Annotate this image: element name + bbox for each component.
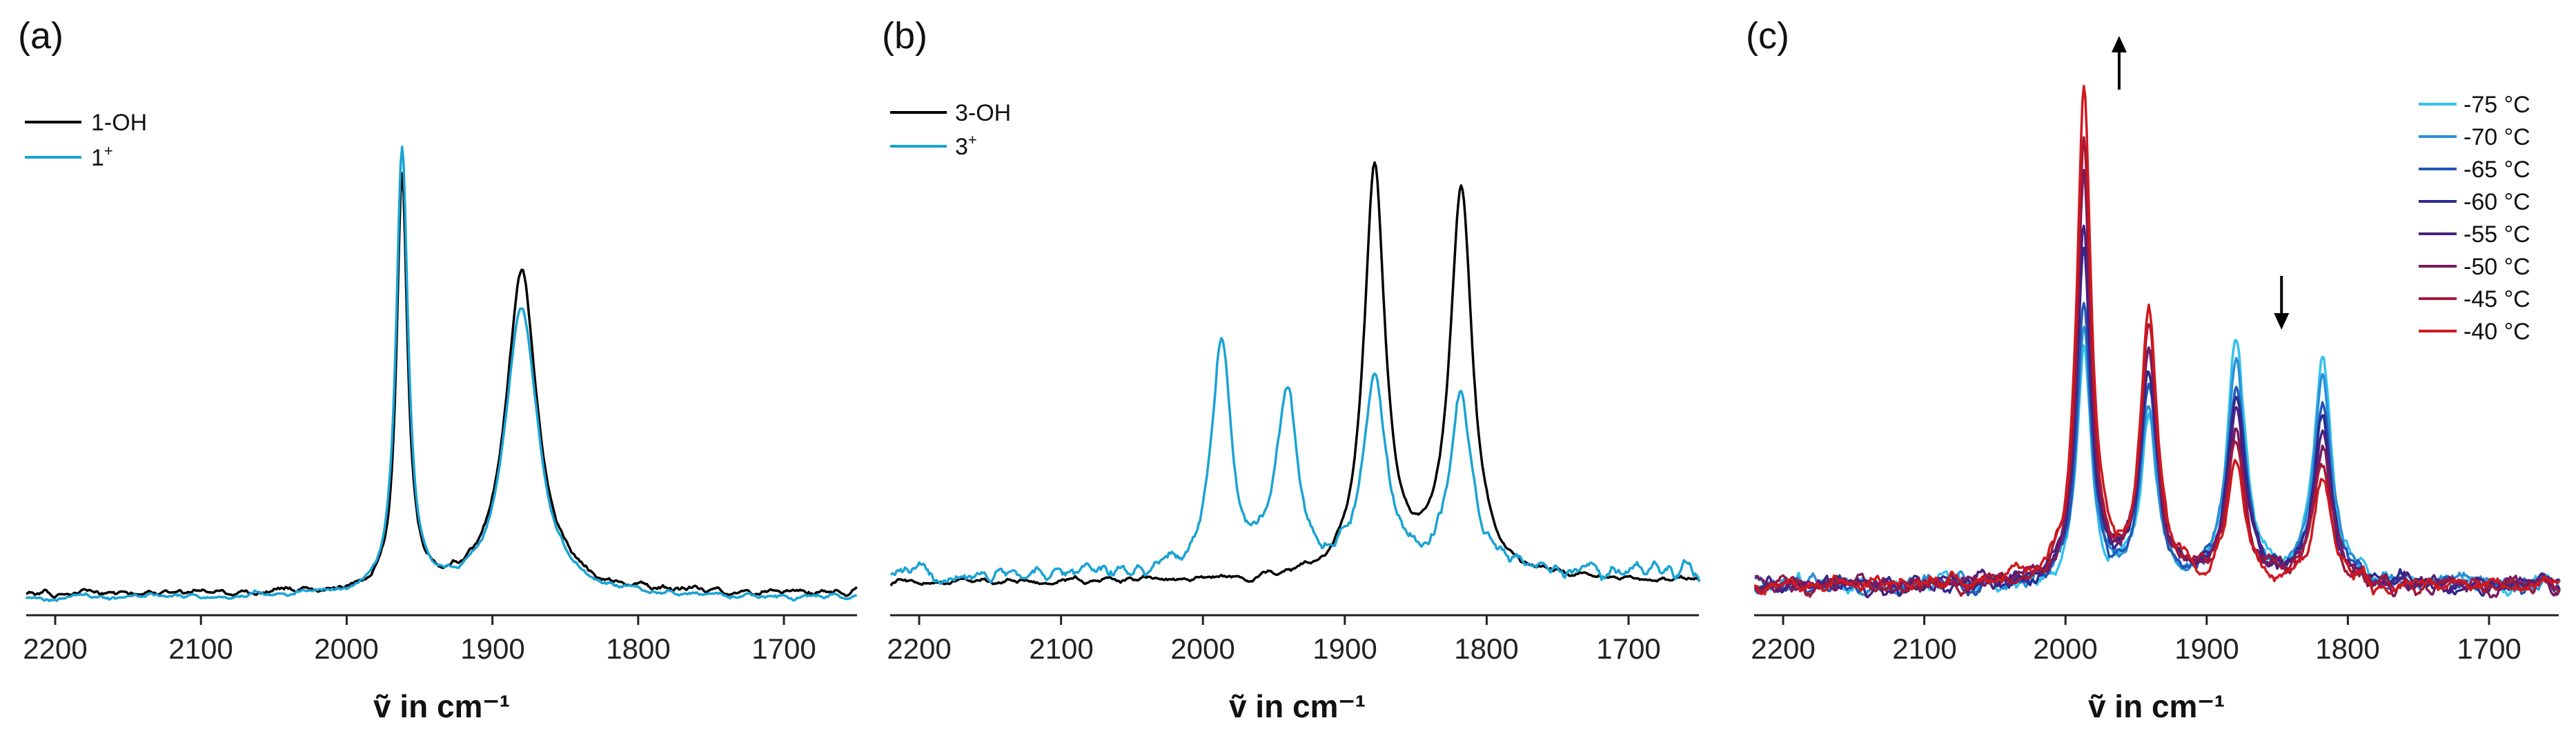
panel-b-ticks [918,615,1630,625]
panel-a: (a) 2200 2100 2000 1900 1800 1700 ṽ in c… [18,15,858,724]
panel-c-x-axis: 2200 2100 2000 1900 1800 1700 ṽ in cm⁻¹ [1751,614,2559,724]
panel-c-tick-label-2100: 2100 [1892,632,1956,665]
panel-a-legend-label-1: 1-OH [91,110,147,136]
series-line-1+ [25,146,857,603]
panel-c-legend-label-8: -40 °C [2464,319,2530,345]
panel-c-tick-label-1700: 1700 [2457,632,2521,665]
series-line-1-oh [26,172,858,599]
panel-b-tick-label-1800: 1800 [1454,632,1518,665]
panel-a-tick-label-1900: 1900 [460,632,524,665]
series-line-3+ [889,337,1701,586]
arrow-up-icon [2111,36,2127,52]
panel-c-label: (c) [1746,15,1789,57]
panel-a-legend: 1-OH 1+ [25,110,147,171]
panel-a-ticks [54,615,785,625]
panel-c-tick-label-2200: 2200 [1751,632,1815,665]
panel-a-x-axis: 2200 2100 2000 1900 1800 1700 ṽ in cm⁻¹ [23,614,857,724]
panel-c-arrows [2111,36,2290,330]
panel-a-legend-label-2-sup: + [104,142,113,159]
panel-c-series-layer [1753,84,2561,599]
panel-c-tick-label-1900: 1900 [2174,632,2239,665]
panel-b-tick-label-2000: 2000 [1170,632,1235,665]
panel-c-ticks [1782,615,2490,625]
panel-b-tick-label-2200: 2200 [887,632,951,665]
panel-b-tick-label-1700: 1700 [1596,632,1660,665]
panel-b-legend-label-1: 3-OH [955,100,1011,126]
panel-a-tick-label-2000: 2000 [314,632,378,665]
arrow-down-icon [2274,313,2290,330]
panel-a-tick-label-2100: 2100 [168,632,233,665]
panel-c: (c) 2200 2100 2000 1900 1800 1700 ṽ in c… [1746,15,2561,724]
panel-c-tick-label-2000: 2000 [2033,632,2097,665]
panel-b-tick-label-2100: 2100 [1029,632,1093,665]
panel-a-tick-label-1800: 1800 [606,632,670,665]
panel-c-x-title: ṽ in cm⁻¹ [2088,688,2225,724]
panel-b-legend: 3-OH 3+ [890,100,1011,160]
panel-c-legend-label-3: -65 °C [2464,157,2530,183]
panel-a-label: (a) [18,15,63,57]
panel-b-series-layer [889,161,1701,587]
panel-c-tick-label-1800: 1800 [2315,632,2379,665]
panel-c-legend-label-2: -70 °C [2464,124,2530,150]
panel-a-legend-label-2: 1+ [91,142,113,171]
series-line--40c [1753,84,2561,596]
panel-c-legend-label-7: -45 °C [2464,286,2530,312]
panel-a-legend-label-2-main: 1 [91,145,104,171]
panel-c-legend: -75 °C -70 °C -65 °C -60 °C -55 °C -50 °… [2419,92,2530,345]
panel-c-legend-label-5: -55 °C [2464,221,2530,248]
panel-b-legend-label-2-main: 3 [955,134,968,160]
series-line-3-oh [889,161,1700,587]
panel-b-tick-label-1900: 1900 [1312,632,1377,665]
panel-a-x-title: ṽ in cm⁻¹ [373,688,510,724]
panel-c-legend-label-6: -50 °C [2464,254,2530,280]
panel-a-series-layer [25,146,858,603]
panel-a-tick-label-2200: 2200 [23,632,87,665]
panel-a-tick-label-1700: 1700 [751,632,816,665]
panel-c-legend-label-1: -75 °C [2464,92,2530,118]
panel-b-label: (b) [882,15,927,57]
panel-b-x-axis: 2200 2100 2000 1900 1800 1700 ṽ in cm⁻¹ [887,614,1699,724]
panel-b: (b) 2200 2100 2000 1900 1800 1700 ṽ in c… [882,15,1701,724]
panel-b-legend-label-2: 3+ [955,131,977,160]
panel-c-legend-label-4: -60 °C [2464,189,2530,215]
panel-b-x-title: ṽ in cm⁻¹ [1229,688,1366,724]
series-line--45c [1754,136,2561,598]
panel-b-legend-label-2-sup: + [968,131,977,148]
